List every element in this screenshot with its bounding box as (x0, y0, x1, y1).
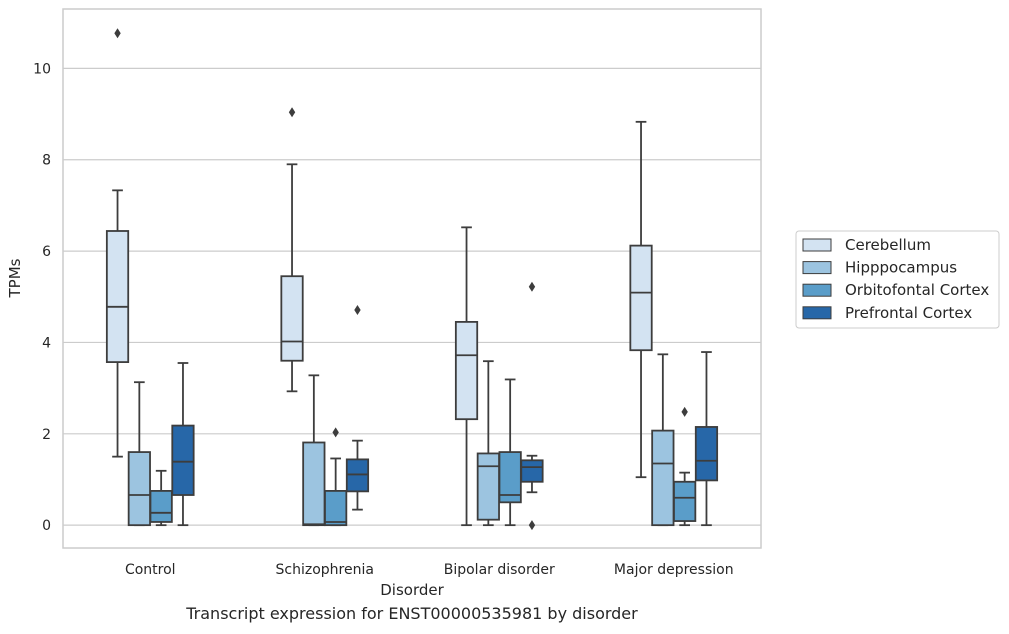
x-tick-label: Major depression (614, 562, 734, 578)
legend-swatch (802, 306, 832, 320)
iqr-box (520, 459, 544, 483)
box-layer (105, 28, 719, 531)
box-orbitofontal-cortex (324, 427, 348, 527)
y-tick-label: 8 (42, 153, 51, 169)
y-axis-title: TPMs (6, 258, 24, 298)
outlier-point (528, 520, 536, 531)
iqr-box (149, 490, 173, 523)
outlier-point (354, 305, 361, 316)
box-hipppocampus (302, 374, 326, 527)
legend-label: Orbitofontal Cortex (845, 281, 989, 299)
box-prefrontal-cortex (520, 281, 544, 531)
legend: Cerebellum Hipppocampus Orbitofontal Corte… (795, 230, 1000, 329)
iqr-box (673, 480, 697, 522)
y-tick-label: 10 (33, 61, 51, 77)
iqr-box (127, 451, 151, 527)
legend-swatch (802, 283, 832, 297)
legend-label: Prefrontal Cortex (845, 304, 972, 322)
iqr-box (105, 230, 130, 363)
iqr-box (171, 424, 195, 496)
box-hipppocampus (651, 353, 675, 527)
outlier-point (288, 107, 296, 118)
legend-label: Cerebellum (845, 236, 931, 254)
box-cerebellum (280, 107, 304, 393)
iqr-box (454, 320, 479, 421)
box-cerebellum (105, 28, 130, 458)
iqr-box (280, 275, 304, 362)
iqr-box (651, 429, 675, 527)
x-tick-label: Control (125, 562, 176, 578)
box-hipppocampus (476, 360, 500, 527)
x-tick-label: Schizophrenia (276, 562, 374, 578)
y-tick-label: 6 (42, 244, 51, 260)
iqr-box (302, 441, 326, 527)
y-tick-label: 2 (42, 427, 51, 443)
outlier-point (681, 406, 688, 417)
legend-swatch (802, 261, 832, 275)
iqr-box (476, 452, 500, 521)
x-tick-label: Bipolar disorder (444, 562, 555, 578)
y-tick-label: 4 (42, 335, 51, 351)
box-prefrontal-cortex (345, 305, 370, 511)
iqr-box (694, 426, 719, 482)
box-cerebellum (454, 226, 479, 527)
iqr-box (345, 458, 370, 493)
outlier-point (114, 28, 121, 39)
chart-caption: Transcript expression for ENST0000053598… (186, 604, 638, 623)
legend-label: Hipppocampus (845, 259, 957, 277)
box-orbitofontal-cortex (498, 378, 522, 527)
box-orbitofontal-cortex (673, 406, 697, 527)
legend-swatch (802, 238, 832, 252)
box-prefrontal-cortex (694, 351, 719, 527)
tick-layer: 0 2 4 6 8 10 Control Schizophrenia Bipolar disor… (33, 61, 733, 578)
box-orbitofontal-cortex (149, 469, 173, 527)
iqr-box (324, 490, 348, 527)
box-prefrontal-cortex (171, 362, 195, 527)
box-cerebellum (629, 120, 653, 479)
y-tick-label: 0 (42, 518, 51, 534)
box-hipppocampus (127, 381, 151, 527)
outlier-point (528, 281, 536, 292)
plot-frame (62, 8, 762, 549)
iqr-box (629, 244, 653, 352)
x-axis-title: Disorder (380, 581, 444, 599)
legend-frame (795, 230, 1000, 329)
outlier-point (332, 427, 339, 438)
